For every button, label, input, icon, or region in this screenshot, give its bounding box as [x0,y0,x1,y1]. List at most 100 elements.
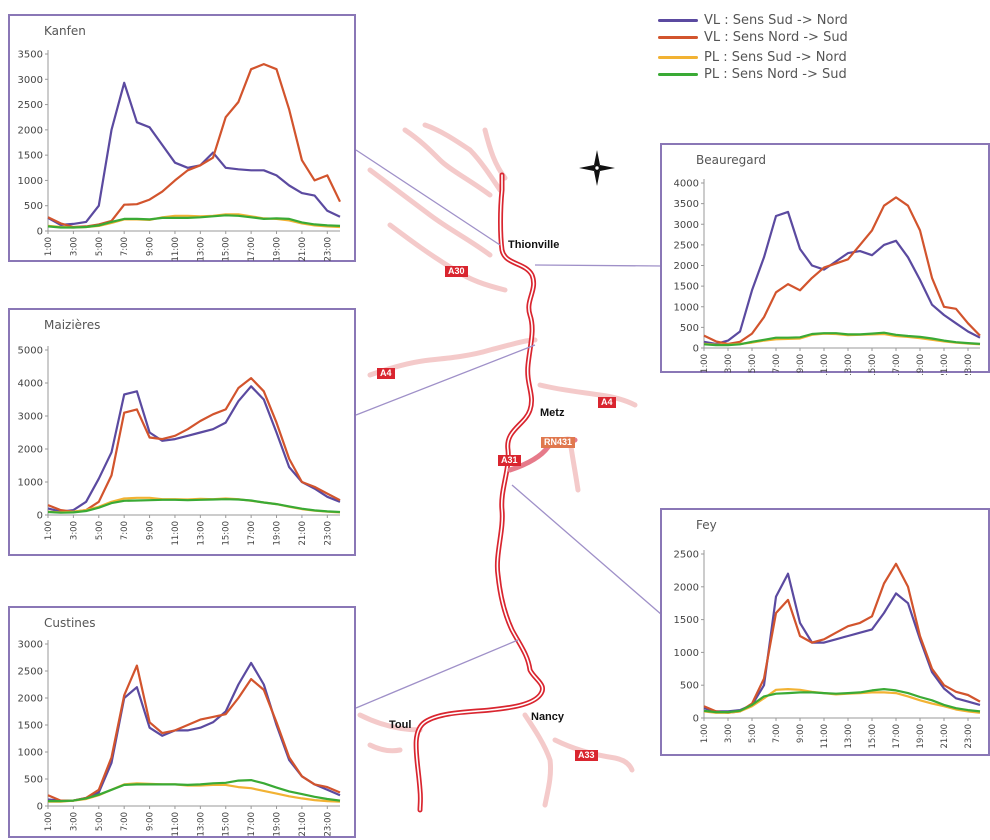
y-tick-label: 3000 [18,75,43,86]
series-line-vl-sud-nord [47,81,341,226]
x-tick-label: 17:00 [892,354,902,375]
y-tick-label: 4000 [18,379,43,390]
x-tick-label: 5:00 [748,724,758,743]
chart-panel-maizieres: 0 1000 2000 3000 4000 5000 1:00 3:00 5:00 7:00 9:0… [8,308,356,556]
x-tick-label: 17:00 [247,521,257,546]
x-tick-label: 7:00 [120,521,130,540]
y-tick-label: 500 [680,681,699,692]
x-tick-label: 23:00 [323,521,333,546]
y-tick-label: 3500 [674,199,699,210]
connector-beauregard [534,264,663,267]
road-badge-a30: A30 [445,266,468,277]
y-tick-label: 3000 [674,220,699,231]
secondary-roads [357,122,638,808]
chart-panel-custines: 0 500 1000 1500 2000 2500 3000 1:00 3:00 5:00 7:00… [8,606,356,838]
series-line-vl-sud-nord [703,210,981,345]
x-tick-label: 1:00 [44,812,54,831]
legend-label: VL : Sens Sud -> Nord [704,13,848,28]
x-tick-label: 17:00 [247,812,257,837]
x-tick-label: 3:00 [69,237,79,256]
x-tick-label: 13:00 [196,812,206,837]
series-line-pl-nord-sud [48,779,341,803]
road-badge-a4-west: A4 [377,368,395,379]
series-line-vl-nord-sud [47,664,341,802]
y-tick-label: 2000 [18,125,43,136]
road-badge-rn431: RN431 [541,437,576,448]
series-line-vl-nord-sud [47,376,341,513]
x-tick-label: 5:00 [95,521,105,540]
y-tick-label: 1500 [674,282,699,293]
chart-title: Fey [696,518,717,532]
x-tick-label: 1:00 [700,354,710,373]
chart-panel-kanfen: 0 500 1000 1500 2000 2500 3000 3500 1:00 3:00 5:00… [8,14,356,262]
y-tick-label: 2500 [18,667,43,678]
chart-title: Custines [44,616,96,630]
legend: VL : Sens Sud -> Nord VL : Sens Nord -> … [658,12,978,83]
y-tick-label: 2000 [18,694,43,705]
x-tick-label: 17:00 [892,724,902,749]
series-line-vl-sud-nord [703,572,981,713]
x-tick-label: 3:00 [69,521,79,540]
y-tick-label: 3000 [18,640,43,651]
y-tick-label: 0 [37,227,43,238]
series-line-vl-nord-sud [47,62,341,229]
y-tick-label: 1000 [674,302,699,313]
x-tick-label: 23:00 [323,812,333,837]
x-tick-label: 1:00 [44,521,54,540]
x-tick-label: 11:00 [171,521,181,546]
chart-plot: 0 500 1000 1500 2000 2500 1:00 3:00 5:00 7:00 9:00… [674,550,981,749]
x-tick-label: 23:00 [964,724,974,749]
road-badge-a31: A31 [498,455,521,466]
x-tick-label: 9:00 [796,724,806,743]
x-tick-label: 11:00 [171,237,181,262]
series-line-pl-nord-sud [703,331,981,347]
x-tick-label: 19:00 [273,237,283,262]
x-tick-label: 13:00 [196,521,206,546]
chart-plot: 0 500 1000 1500 2000 2500 3000 3500 1:00 3:00 5:00… [18,50,341,262]
y-tick-label: 2500 [674,550,699,561]
legend-label: VL : Sens Nord -> Sud [704,30,848,45]
x-tick-label: 3:00 [69,812,79,831]
y-tick-label: 500 [24,201,43,212]
x-tick-label: 17:00 [247,237,257,262]
x-tick-label: 7:00 [120,812,130,831]
x-tick-label: 13:00 [196,237,206,262]
series-line-pl-nord-sud [703,688,981,714]
y-tick-label: 0 [693,714,699,725]
x-tick-label: 15:00 [868,354,878,375]
legend-item: VL : Sens Nord -> Sud [658,29,978,46]
chart-title: Maizières [44,318,101,332]
x-tick-label: 15:00 [222,812,232,837]
x-tick-label: 7:00 [772,354,782,373]
x-tick-label: 9:00 [146,237,156,256]
x-tick-label: 23:00 [323,237,333,262]
connector-fey [511,484,663,616]
x-tick-label: 19:00 [273,521,283,546]
legend-label: PL : Sens Nord -> Sud [704,67,847,82]
x-tick-label: 15:00 [222,237,232,262]
y-tick-label: 1500 [18,151,43,162]
y-tick-label: 3500 [18,50,43,61]
legend-swatch [658,36,698,39]
x-tick-label: 11:00 [171,812,181,837]
y-tick-label: 4000 [674,179,699,190]
legend-swatch [658,19,698,22]
road-badge-a33: A33 [575,750,598,761]
y-tick-label: 0 [37,802,43,813]
compass-icon [579,150,615,186]
chart-title: Beauregard [696,153,766,167]
y-tick-label: 0 [693,344,699,355]
chart-plot: 0 1000 2000 3000 4000 5000 1:00 3:00 5:00 7:00 9:0… [18,346,341,546]
y-tick-label: 1500 [18,721,43,732]
panel-connector-lines [355,149,663,709]
x-tick-label: 21:00 [298,237,308,262]
series-line-pl-nord-sud [47,498,341,514]
x-tick-label: 5:00 [95,812,105,831]
y-tick-label: 500 [680,323,699,334]
y-tick-label: 2000 [674,261,699,272]
x-tick-label: 3:00 [724,724,734,743]
y-tick-label: 2500 [674,240,699,251]
chart-plot: 0 500 1000 1500 2000 2500 3000 3500 4000 1:00 3:00… [674,179,981,375]
x-tick-label: 21:00 [298,812,308,837]
legend-item: PL : Sens Sud -> Nord [658,49,978,66]
